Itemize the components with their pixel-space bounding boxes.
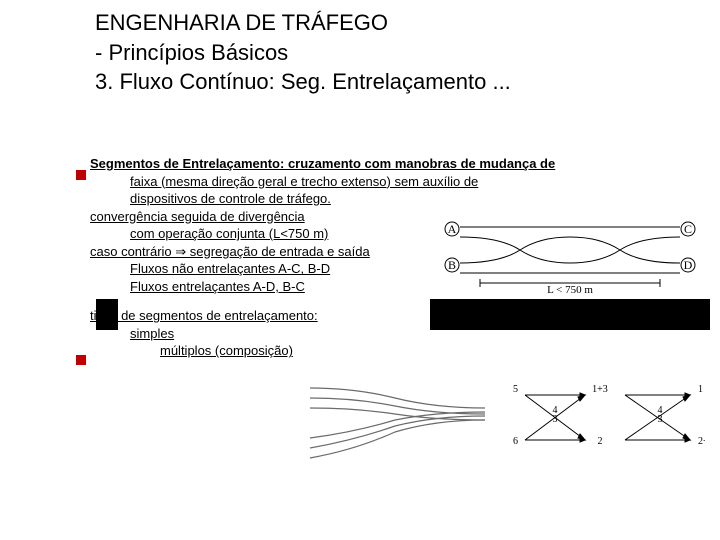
svg-text:D: D: [684, 258, 693, 272]
svg-text:A: A: [448, 222, 457, 236]
svg-text:B: B: [448, 258, 456, 272]
svg-text:L < 750 m: L < 750 m: [547, 284, 593, 295]
svg-text:2: 2: [598, 436, 603, 447]
svg-text:C: C: [684, 222, 692, 236]
svg-text:1+3: 1+3: [592, 384, 608, 395]
weaving-diagram: A B C D L < 750 m: [440, 215, 700, 295]
svg-text:4: 4: [553, 405, 558, 416]
svg-text:1: 1: [698, 384, 703, 395]
node-network-diagram: 5 6 1+3 2 3 4 1 2+3 3 4: [510, 380, 705, 465]
para-line-2: faixa (mesma direção geral e trecho exte…: [130, 173, 690, 191]
svg-text:5: 5: [513, 384, 518, 395]
title-line-2: - Princípios Básicos: [95, 38, 511, 68]
redaction-box-1: [96, 299, 118, 330]
para-line-1: Segmentos de Entrelaçamento: cruzamento …: [90, 155, 690, 173]
para-line-11: múltiplos (composição): [160, 342, 690, 360]
accent-bullet-1: [76, 170, 86, 180]
para-line-3: dispositivos de controle de tráfego.: [130, 190, 690, 208]
svg-text:4: 4: [658, 405, 663, 416]
merge-road-diagram: [305, 370, 490, 465]
redaction-box-2: [430, 299, 710, 330]
title-block: ENGENHARIA DE TRÁFEGO - Princípios Básic…: [95, 8, 511, 97]
title-line-1: ENGENHARIA DE TRÁFEGO: [95, 8, 511, 38]
svg-text:2+3: 2+3: [698, 436, 705, 447]
accent-bullet-2: [76, 355, 86, 365]
svg-text:6: 6: [513, 436, 518, 447]
title-line-3: 3. Fluxo Contínuo: Seg. Entrelaçamento .…: [95, 67, 511, 97]
